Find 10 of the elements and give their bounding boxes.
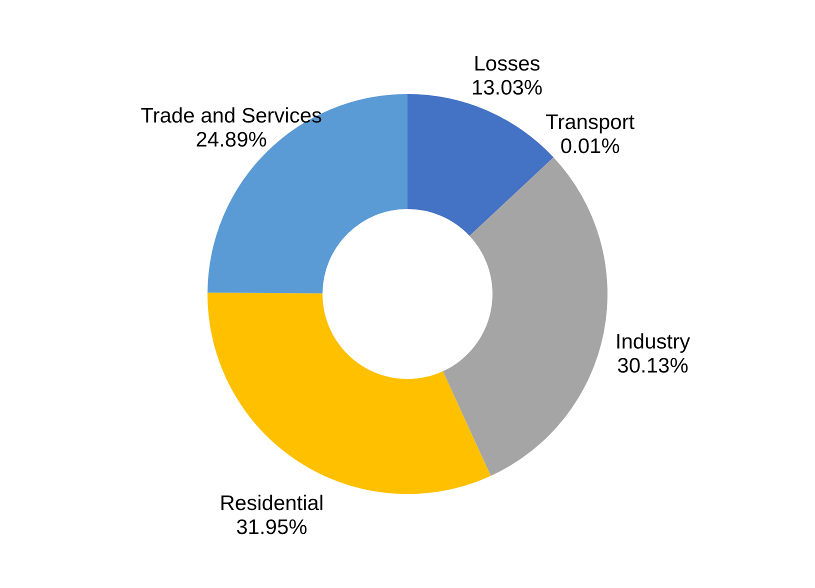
slice-label: Residential xyxy=(220,492,324,515)
data-label: 13.03% xyxy=(471,76,543,100)
data-label: 30.13% xyxy=(617,354,688,378)
data-label: 0.01% xyxy=(560,135,620,158)
data-label: 24.89% xyxy=(196,128,267,152)
data-label: 31.95% xyxy=(236,516,308,539)
slice-label: Industry xyxy=(615,330,691,354)
slice-label: Trade and Services xyxy=(140,104,322,128)
slice-label: Losses xyxy=(474,52,540,76)
slice-label: Transport xyxy=(546,111,635,134)
